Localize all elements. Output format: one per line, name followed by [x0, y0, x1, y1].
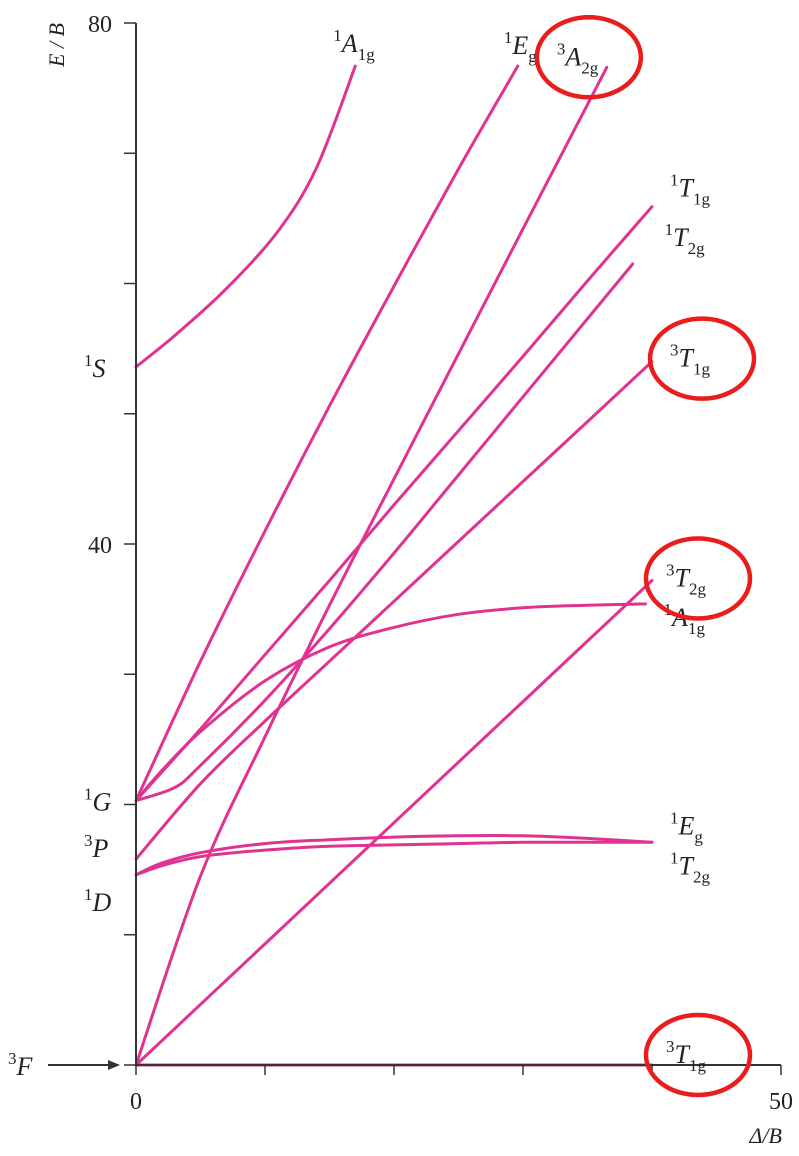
y-axis-title: E / B — [44, 23, 69, 68]
highlight-circle-1 — [643, 536, 753, 621]
series-label-3A2g-3: 3A2g — [557, 39, 599, 77]
series-label-1Eg-9: 1Eg — [670, 808, 703, 846]
free-ion-label-3P: 3P — [84, 831, 109, 863]
x-tick-label: 50 — [769, 1089, 793, 1115]
free-ion-label-1G: 1G — [84, 785, 112, 817]
series-line-1Eg-4 — [134, 64, 520, 803]
series-line-1T2g-10 — [134, 840, 654, 877]
series-line-3T1g-2 — [134, 360, 654, 861]
series-label-1T1g-6: 1T1g — [670, 171, 710, 209]
x-tick-label: 0 — [130, 1089, 142, 1115]
series-line-3T2g-1 — [134, 579, 654, 1067]
series-line-3A2g-3 — [134, 65, 609, 1067]
y-tick-label: 40 — [88, 533, 112, 559]
y-tick-label: 80 — [88, 12, 112, 38]
series-label-3T2g-1: 3T2g — [666, 560, 706, 598]
series-label-3T1g-2: 3T1g — [670, 341, 710, 379]
series-lines — [134, 64, 654, 1067]
term-labels: 3T1g3T2g3T1g3A2g1Eg1A1g1T1g1T2g1A1g1Eg1T… — [8, 26, 710, 1081]
x-axis-title: Δ/B — [749, 1123, 782, 1148]
series-line-1T1g-6 — [134, 205, 654, 803]
series-line-1T2g-7 — [134, 262, 635, 803]
highlight-circle-0 — [643, 1012, 753, 1098]
highlight-circle-2 — [647, 316, 757, 401]
series-label-1T2g-10: 1T2g — [670, 848, 710, 886]
free-ion-label-1S: 1S — [84, 351, 106, 383]
highlight-circle-3 — [534, 15, 644, 100]
series-line-1A1g-5 — [134, 64, 357, 369]
series-label-3T1g-0: 3T1g — [666, 1037, 706, 1075]
series-label-1A1g-5: 1A1g — [333, 26, 375, 64]
series-line-1Eg-9 — [134, 833, 654, 877]
highlight-circles — [534, 15, 757, 1098]
series-label-1T2g-7: 1T2g — [665, 220, 705, 258]
free-ion-label-3F: 3F — [8, 1049, 34, 1081]
axes: 0 50 40 80 E / B Δ/B — [44, 12, 793, 1148]
series-label-1Eg-4: 1Eg — [504, 28, 537, 66]
free-ion-label-1D: 1D — [84, 885, 112, 917]
series-line-1A1g-8 — [134, 602, 647, 803]
